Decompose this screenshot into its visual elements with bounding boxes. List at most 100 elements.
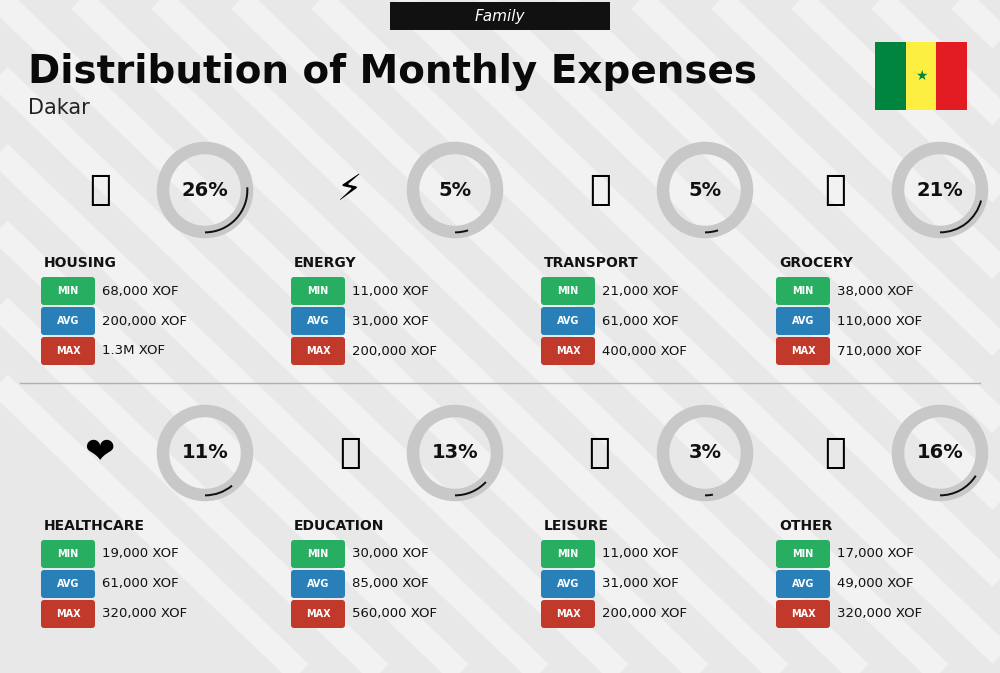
Wedge shape (455, 229, 468, 234)
Text: MAX: MAX (56, 346, 80, 356)
FancyBboxPatch shape (41, 570, 95, 598)
Text: MIN: MIN (57, 549, 79, 559)
Text: MAX: MAX (556, 346, 580, 356)
FancyBboxPatch shape (291, 540, 345, 568)
Text: 5%: 5% (688, 180, 722, 199)
Wedge shape (455, 481, 487, 497)
FancyBboxPatch shape (291, 307, 345, 335)
Text: 85,000 XOF: 85,000 XOF (352, 577, 429, 590)
Text: MAX: MAX (791, 346, 815, 356)
Text: 5%: 5% (438, 180, 472, 199)
Text: Family: Family (475, 9, 525, 24)
Text: 200,000 XOF: 200,000 XOF (102, 314, 187, 328)
Text: 🛒: 🛒 (824, 173, 846, 207)
Text: ❤️: ❤️ (85, 436, 115, 470)
Wedge shape (940, 475, 977, 497)
Text: MAX: MAX (791, 609, 815, 619)
Bar (875, 42, 906, 110)
Text: MAX: MAX (56, 609, 80, 619)
Text: AVG: AVG (307, 316, 329, 326)
Text: 11,000 XOF: 11,000 XOF (352, 285, 429, 297)
FancyBboxPatch shape (41, 540, 95, 568)
Text: ⚡: ⚡ (337, 173, 363, 207)
FancyBboxPatch shape (541, 337, 595, 365)
Text: 🏢: 🏢 (89, 173, 111, 207)
Text: 400,000 XOF: 400,000 XOF (602, 345, 687, 357)
FancyBboxPatch shape (541, 307, 595, 335)
Text: 🛍️: 🛍️ (589, 436, 611, 470)
FancyBboxPatch shape (776, 277, 830, 305)
FancyBboxPatch shape (291, 570, 345, 598)
Text: 68,000 XOF: 68,000 XOF (102, 285, 178, 297)
Text: MIN: MIN (792, 549, 814, 559)
Text: AVG: AVG (792, 579, 814, 589)
Text: 710,000 XOF: 710,000 XOF (837, 345, 922, 357)
Text: 38,000 XOF: 38,000 XOF (837, 285, 914, 297)
Text: AVG: AVG (557, 316, 579, 326)
Text: Dakar: Dakar (28, 98, 90, 118)
Text: MIN: MIN (57, 286, 79, 296)
FancyBboxPatch shape (776, 570, 830, 598)
Text: AVG: AVG (57, 579, 79, 589)
Text: MIN: MIN (557, 549, 579, 559)
FancyBboxPatch shape (541, 540, 595, 568)
Text: 110,000 XOF: 110,000 XOF (837, 314, 922, 328)
Text: 🚌: 🚌 (589, 173, 611, 207)
Text: OTHER: OTHER (779, 519, 832, 533)
Text: 13%: 13% (432, 444, 478, 462)
Text: 31,000 XOF: 31,000 XOF (352, 314, 429, 328)
Text: 320,000 XOF: 320,000 XOF (837, 608, 922, 621)
Bar (906, 42, 936, 110)
FancyBboxPatch shape (776, 337, 830, 365)
Text: AVG: AVG (307, 579, 329, 589)
Text: 320,000 XOF: 320,000 XOF (102, 608, 187, 621)
FancyBboxPatch shape (41, 600, 95, 628)
Text: EDUCATION: EDUCATION (294, 519, 384, 533)
Wedge shape (205, 187, 248, 234)
Text: LEISURE: LEISURE (544, 519, 609, 533)
FancyBboxPatch shape (541, 600, 595, 628)
Text: HOUSING: HOUSING (44, 256, 117, 270)
Text: 🎓: 🎓 (339, 436, 361, 470)
FancyBboxPatch shape (291, 337, 345, 365)
Text: ENERGY: ENERGY (294, 256, 357, 270)
Text: 26%: 26% (182, 180, 228, 199)
Text: 200,000 XOF: 200,000 XOF (602, 608, 687, 621)
Text: 11,000 XOF: 11,000 XOF (602, 548, 679, 561)
Bar (390, 2, 610, 30)
Bar (936, 42, 967, 110)
Text: 19,000 XOF: 19,000 XOF (102, 548, 179, 561)
Text: MIN: MIN (307, 549, 329, 559)
FancyBboxPatch shape (291, 277, 345, 305)
Text: 61,000 XOF: 61,000 XOF (102, 577, 179, 590)
Text: 1.3M XOF: 1.3M XOF (102, 345, 165, 357)
Text: 16%: 16% (917, 444, 963, 462)
FancyBboxPatch shape (41, 277, 95, 305)
Wedge shape (940, 201, 982, 234)
Text: Distribution of Monthly Expenses: Distribution of Monthly Expenses (28, 53, 757, 91)
Text: 11%: 11% (182, 444, 228, 462)
Wedge shape (705, 493, 713, 497)
Text: MIN: MIN (307, 286, 329, 296)
Text: 21%: 21% (917, 180, 963, 199)
Text: AVG: AVG (792, 316, 814, 326)
FancyBboxPatch shape (41, 307, 95, 335)
Text: MAX: MAX (306, 346, 330, 356)
FancyBboxPatch shape (541, 570, 595, 598)
FancyBboxPatch shape (41, 337, 95, 365)
Text: MIN: MIN (557, 286, 579, 296)
Text: 30,000 XOF: 30,000 XOF (352, 548, 429, 561)
Text: 560,000 XOF: 560,000 XOF (352, 608, 437, 621)
Text: TRANSPORT: TRANSPORT (544, 256, 639, 270)
Text: MAX: MAX (556, 609, 580, 619)
FancyBboxPatch shape (776, 307, 830, 335)
Text: AVG: AVG (557, 579, 579, 589)
Text: 3%: 3% (688, 444, 722, 462)
Text: MIN: MIN (792, 286, 814, 296)
Text: ★: ★ (915, 69, 927, 83)
Text: 21,000 XOF: 21,000 XOF (602, 285, 679, 297)
Text: 👜: 👜 (824, 436, 846, 470)
FancyBboxPatch shape (776, 600, 830, 628)
Wedge shape (705, 229, 718, 234)
Text: MAX: MAX (306, 609, 330, 619)
